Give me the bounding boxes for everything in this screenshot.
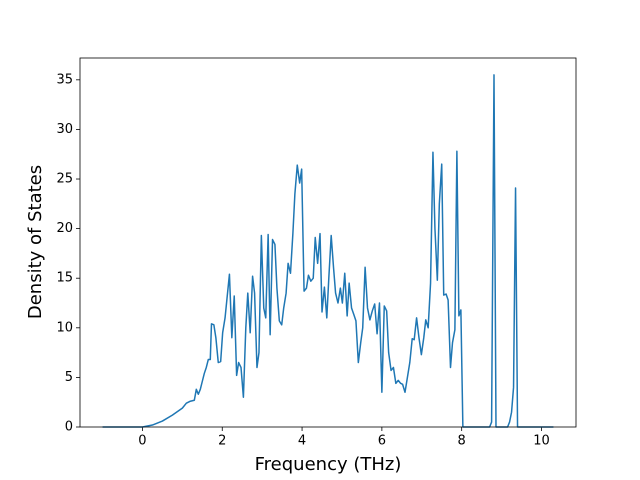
y-tick-label: 5	[65, 370, 73, 385]
y-tick-label: 25	[56, 172, 73, 187]
x-axis-label: Frequency (THz)	[255, 454, 402, 475]
x-tick-label: 2	[218, 434, 226, 449]
x-tick-label: 8	[458, 434, 466, 449]
x-tick-label: 6	[378, 434, 386, 449]
line-series	[102, 74, 554, 428]
y-tick-label: 10	[56, 320, 73, 335]
plot-frame	[79, 57, 577, 428]
y-axis-label: Density of States	[25, 165, 46, 319]
x-tick-label: 10	[533, 434, 550, 449]
y-tick-label: 15	[56, 271, 73, 286]
x-tick-label: 0	[138, 434, 146, 449]
y-tick-label: 20	[56, 221, 73, 236]
x-tick-label: 4	[298, 434, 306, 449]
y-tick-label: 30	[56, 122, 73, 137]
y-tick-label: 0	[65, 420, 73, 435]
y-tick-label: 35	[56, 72, 73, 87]
